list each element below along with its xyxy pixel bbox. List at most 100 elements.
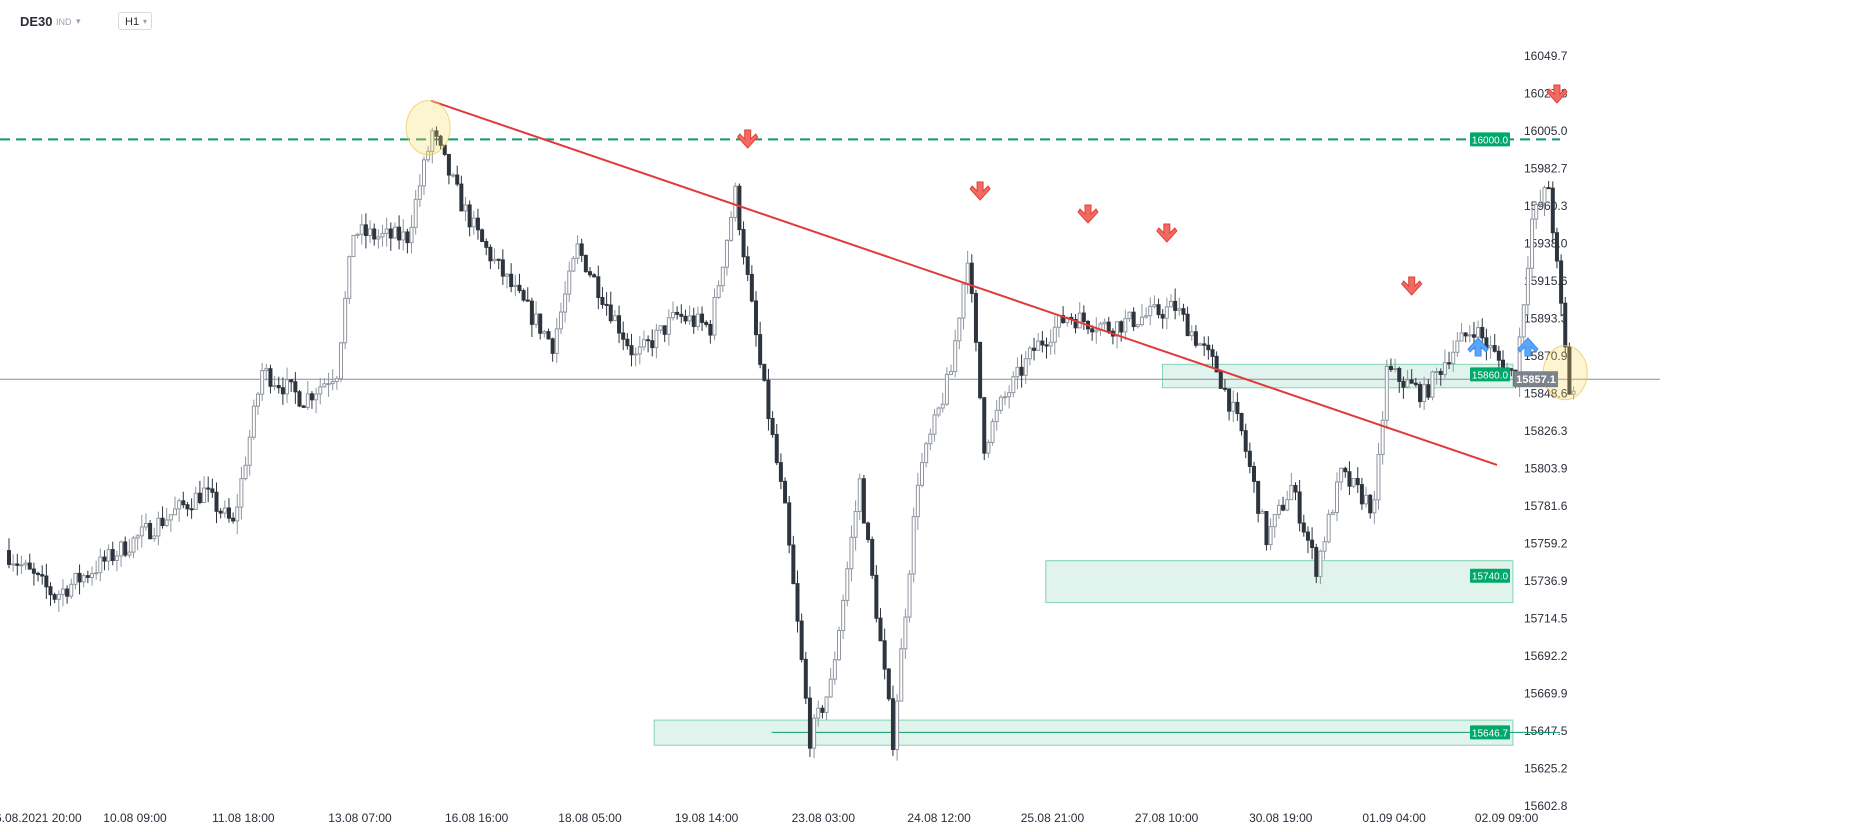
candle <box>73 572 78 585</box>
candle <box>293 381 298 393</box>
candle <box>139 526 144 537</box>
candle <box>127 551 132 556</box>
candle <box>1056 315 1061 328</box>
candle <box>422 159 426 187</box>
timeframe-select[interactable]: H1 ▾ <box>118 12 152 30</box>
candle <box>334 378 339 383</box>
candle <box>1405 379 1410 388</box>
candle <box>650 340 655 349</box>
candle <box>1090 328 1095 333</box>
y-tick-label: 15759.2 <box>1524 537 1568 551</box>
candle <box>1181 308 1186 315</box>
candle <box>716 285 721 298</box>
candle <box>1393 368 1398 371</box>
candle <box>1023 358 1028 376</box>
candle <box>1480 326 1485 339</box>
candle <box>1451 351 1456 364</box>
candle <box>837 629 841 661</box>
candle <box>778 462 783 482</box>
candle <box>1119 321 1124 333</box>
candle <box>899 648 904 702</box>
candle <box>500 259 505 277</box>
candle <box>1293 485 1298 493</box>
candle <box>173 508 177 516</box>
level-tag-label: 16000.0 <box>1472 135 1509 146</box>
candle <box>720 266 725 287</box>
candle <box>459 183 464 212</box>
support-zone <box>1161 363 1514 389</box>
candle <box>177 500 182 510</box>
candle <box>770 418 775 435</box>
timeframe-value: H1 <box>125 16 140 28</box>
candle <box>397 226 402 241</box>
candle <box>787 502 792 546</box>
candle <box>1044 344 1049 347</box>
y-tick-label: 15781.6 <box>1524 499 1568 513</box>
candle <box>19 564 24 567</box>
candle <box>1264 511 1269 546</box>
candle <box>1476 326 1481 338</box>
market-dropdown-icon[interactable]: ▾ <box>76 16 81 26</box>
candle <box>1413 382 1418 386</box>
candle <box>98 556 103 574</box>
candle <box>1530 218 1535 269</box>
level-tag <box>1470 568 1510 583</box>
candle <box>907 573 912 618</box>
candle <box>596 276 601 298</box>
candle <box>774 433 779 464</box>
candle <box>1081 312 1086 322</box>
candle <box>463 204 468 212</box>
candle <box>135 535 140 539</box>
candle <box>816 707 821 719</box>
candle <box>1322 541 1327 552</box>
candle <box>961 283 966 319</box>
candle <box>210 488 215 493</box>
candle <box>1488 345 1493 349</box>
candle <box>509 273 514 288</box>
candle <box>1289 485 1294 501</box>
candle <box>384 228 389 234</box>
candle <box>1305 531 1310 541</box>
candle <box>861 478 866 524</box>
candle <box>119 541 124 557</box>
candle <box>978 341 983 399</box>
candle <box>700 313 705 323</box>
current-price-label: 15857.1 <box>1516 374 1556 386</box>
candle <box>621 332 626 340</box>
candle <box>256 393 260 407</box>
candle <box>807 697 812 749</box>
y-tick-label: 15669.9 <box>1524 686 1568 700</box>
highlight-circle <box>405 100 451 156</box>
candle <box>409 226 414 244</box>
candle <box>305 393 310 408</box>
candle <box>1019 366 1024 376</box>
candle <box>1343 467 1348 473</box>
candle <box>982 397 987 454</box>
candle <box>924 443 929 464</box>
candle <box>31 568 36 574</box>
candle <box>380 232 385 238</box>
candle <box>247 436 252 466</box>
candle <box>1027 347 1032 360</box>
candle <box>114 555 119 561</box>
symbol-label[interactable]: DE30 <box>20 14 53 29</box>
candle <box>953 340 958 372</box>
candle <box>430 130 435 152</box>
candle <box>264 368 269 372</box>
candle <box>853 511 858 538</box>
y-tick-label: 15602.8 <box>1524 799 1568 813</box>
candle <box>268 368 273 387</box>
candle <box>1135 324 1140 328</box>
candle <box>106 549 111 562</box>
candle <box>1123 318 1128 333</box>
candle <box>683 315 688 322</box>
candle <box>986 441 991 454</box>
sell-arrow-icon <box>1401 276 1423 296</box>
candle <box>475 217 480 231</box>
candle <box>1036 340 1041 351</box>
candle <box>471 217 476 228</box>
x-tick-label: 10.08 09:00 <box>103 811 167 825</box>
candle <box>69 583 74 597</box>
candle <box>297 391 302 407</box>
